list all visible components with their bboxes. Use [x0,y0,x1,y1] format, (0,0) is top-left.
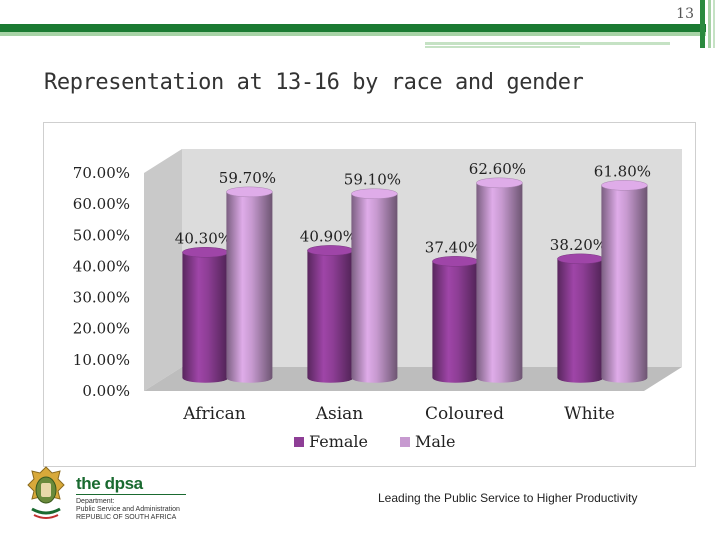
logo-name: the dpsa [76,474,143,493]
bar-male-african [226,191,273,383]
page-number: 13 [676,6,694,22]
bar-female-asian [307,250,354,383]
x-category-label: White [564,404,615,424]
bar-top-female-asian [307,245,354,256]
chart-frame: 0.00% 10.00% 20.00% 30.00% 40.00% 50.00% 60.00… [43,122,696,467]
bar-top-male-white [601,180,648,191]
y-tick-label: 0.00% [82,382,130,400]
top-accent-bar [0,24,706,32]
bar-female-african [182,252,229,383]
y-tick-label: 40.00% [73,257,130,275]
logo-line-3: REPUBLIC OF SOUTH AFRICA [76,514,177,521]
y-tick-label: 70.00% [73,164,130,182]
chart-back-wall [182,149,682,367]
chart-floor [144,367,682,391]
top-accent-underline-short [425,46,580,48]
bar-top-female-coloured [432,256,479,267]
side-stripe-light [708,0,711,48]
bar-female-white [557,258,604,383]
bar-top-female-african [182,247,229,258]
legend-swatch-female [294,437,304,447]
bar-top-female-white [557,253,604,265]
top-accent-bar-light [0,32,706,36]
data-label: 61.80% [594,162,651,180]
data-label: 62.60% [469,160,526,178]
chart-side-wall [144,149,182,391]
logo-line-1: Department: [76,498,115,505]
y-tick-label: 60.00% [73,195,130,213]
x-category-label: African [182,404,245,424]
bar-top-male-african [226,186,273,198]
y-tick-label: 30.00% [73,289,130,307]
data-label: 37.40% [425,238,482,256]
dpsa-logo: the dpsa Department: Public Service and … [22,463,197,527]
bar-top-male-coloured [476,177,523,189]
data-label: 38.20% [550,236,607,254]
data-label: 59.70% [219,169,276,187]
bar-male-coloured [476,182,523,383]
bar-male-asian [351,193,398,383]
data-label: 40.30% [175,229,232,247]
x-category-label: Asian [315,404,364,424]
slide-title: Representation at 13-16 by race and gend… [44,70,584,95]
side-stripe-faint [713,0,715,48]
side-stripe-dark [700,0,705,48]
legend-swatch-male [400,437,410,447]
logo-line-2: Public Service and Administration [76,506,180,513]
data-label: 40.90% [300,227,357,245]
footer-tagline: Leading the Public Service to Higher Pro… [378,491,638,505]
logo-rule [76,494,186,495]
bar-top-male-asian [351,188,398,199]
y-tick-label: 20.00% [73,320,130,338]
coat-of-arms-icon [27,466,65,519]
y-tick-label: 50.00% [73,226,130,244]
legend-label-female: Female [309,432,368,451]
y-tick-label: 10.00% [73,351,130,369]
bar-chart: 0.00% 10.00% 20.00% 30.00% 40.00% 50.00% 60.00… [73,149,682,451]
legend-label-male: Male [415,432,456,451]
top-accent-underline [425,42,670,45]
data-label: 59.10% [344,171,401,189]
x-category-label: Coloured [425,404,504,424]
bar-female-coloured [432,261,479,383]
bar-male-white [601,185,648,383]
